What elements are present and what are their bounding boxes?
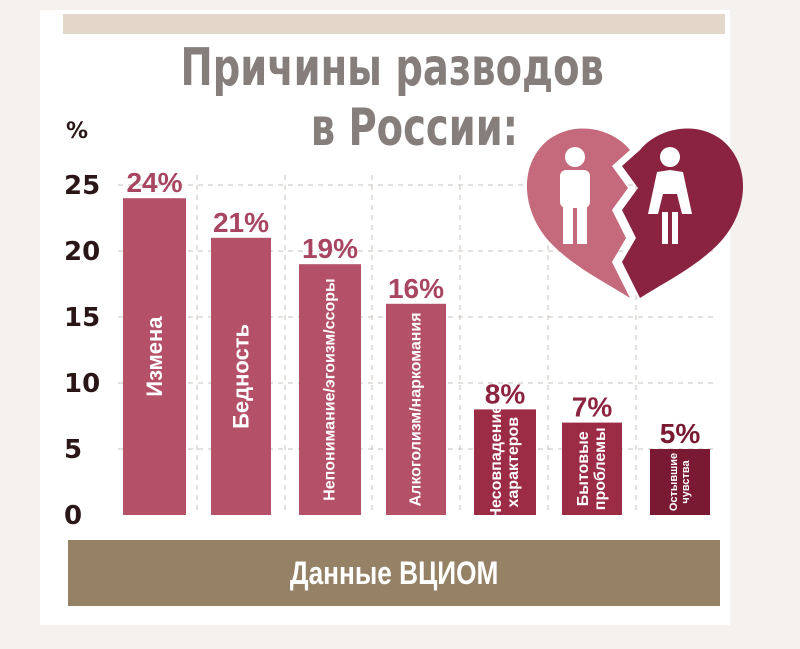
bar-category-label-5-line-2: характеров <box>505 417 522 508</box>
value-label-6: 7% <box>572 392 613 423</box>
bar-category-label-1: Измена <box>142 316 167 397</box>
value-label-7: 5% <box>660 418 701 449</box>
y-tick-label-20: 20 <box>64 237 100 267</box>
y-axis-unit-label: % <box>66 119 88 144</box>
source-label: Данные ВЦИОМ <box>289 554 499 591</box>
page-title: Причины разводов в России: <box>96 38 688 158</box>
title-line-1: Причины разводов <box>180 38 604 98</box>
y-axis: 0 5 10 15 20 25 <box>64 171 100 531</box>
bar-5 <box>474 409 536 515</box>
top-strip <box>63 14 725 34</box>
woman-icon <box>648 147 692 244</box>
bar-category-label-2: Бедность <box>229 324 254 429</box>
bar-category-label-7-line-2: чувства <box>680 460 692 504</box>
broken-heart-icon <box>526 128 744 298</box>
value-label-5: 8% <box>485 378 526 409</box>
y-tick-label-15: 15 <box>64 303 100 333</box>
bar-4 <box>386 303 446 515</box>
value-label-3: 19% <box>302 233 358 264</box>
bar-category-label-3: Непонимание/эгоизм/ссоры <box>322 278 339 501</box>
bar-category-label-6-line-1: Бытовые <box>575 431 592 506</box>
y-tick-label-25: 25 <box>64 171 100 201</box>
bar-3 <box>299 264 361 515</box>
bar-6 <box>562 422 622 515</box>
value-label-1: 24% <box>126 167 182 198</box>
bar-category-label-4: Алкоголизм/наркомания <box>408 312 425 506</box>
bar-category-label-6-line-2: проблемы <box>592 427 609 510</box>
chart-bars: 24% Измена 21% Бедность 19% Непонимание/эгоиз… <box>123 167 710 520</box>
bar-2 <box>211 237 271 516</box>
value-label-4: 16% <box>388 273 444 304</box>
y-tick-label-0: 0 <box>64 501 82 531</box>
y-tick-label-10: 10 <box>64 369 100 399</box>
man-icon <box>560 147 590 244</box>
source-footer: Данные ВЦИОМ <box>68 540 720 606</box>
title-line-2: в России: <box>310 98 519 158</box>
bar-7 <box>650 449 710 515</box>
value-label-2: 21% <box>213 207 269 238</box>
y-tick-label-5: 5 <box>64 435 82 465</box>
bar-1 <box>123 198 186 515</box>
bar-category-label-5-line-1: Несовпадение <box>488 405 505 520</box>
bar-category-label-7-line-1: Остывшие <box>668 453 680 511</box>
